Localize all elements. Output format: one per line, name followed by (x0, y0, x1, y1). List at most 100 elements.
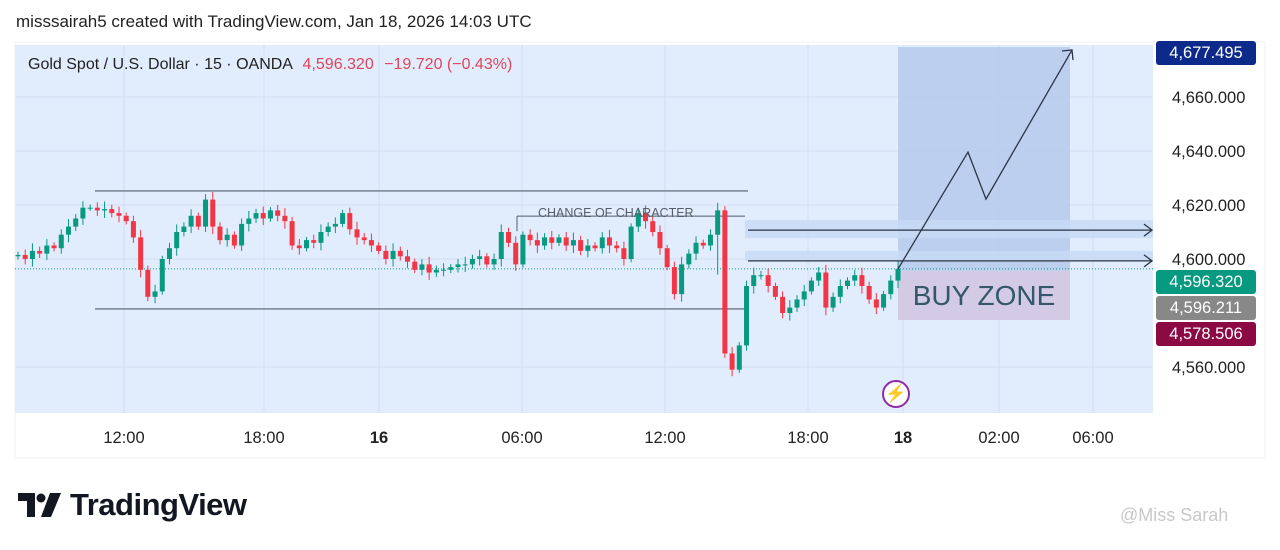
candle (888, 275, 894, 300)
candle-body (116, 213, 122, 216)
candle (592, 242, 598, 252)
candle-body (513, 242, 519, 265)
candle-body (73, 218, 79, 227)
candle (491, 253, 497, 270)
candle (599, 232, 605, 254)
candle (15, 251, 21, 260)
candle-body (657, 232, 663, 249)
candle (816, 267, 822, 286)
candle (469, 254, 475, 269)
candle (260, 206, 266, 225)
candle-body (679, 264, 685, 295)
candle-body (239, 223, 245, 246)
candle (643, 205, 649, 229)
candle (693, 236, 699, 261)
candle-body (744, 286, 750, 346)
candle-body (570, 240, 576, 246)
candle (765, 268, 771, 293)
candle-body (592, 245, 598, 249)
arrow-head-icon (1143, 254, 1154, 268)
candle-body (51, 245, 57, 249)
tradingview-logo[interactable]: TradingView (18, 487, 247, 523)
candle-body (448, 267, 454, 270)
candle (267, 207, 273, 222)
candle-body (260, 213, 266, 219)
candle (686, 249, 692, 269)
candle-body (304, 240, 310, 249)
candle-body (94, 207, 100, 211)
candle (174, 224, 180, 256)
candle (412, 258, 418, 274)
candle (585, 239, 591, 258)
candle-body (246, 218, 252, 224)
candle (325, 222, 331, 237)
candle (808, 277, 814, 295)
x-tick-label: 12:00 (103, 429, 144, 447)
candle-body (801, 291, 807, 300)
candle-body (37, 250, 43, 254)
candle (563, 232, 569, 251)
candle-body (837, 286, 843, 297)
candle-body (181, 226, 187, 232)
candle (578, 235, 584, 256)
candle (203, 194, 209, 232)
candle (520, 231, 526, 268)
candle-body (772, 286, 778, 297)
candle-body (469, 259, 475, 265)
candle-body (383, 250, 389, 259)
candle (340, 209, 346, 228)
candle-body (224, 234, 230, 241)
candle (534, 232, 540, 254)
candle-body (614, 245, 620, 249)
candle (94, 202, 100, 216)
candle (44, 239, 50, 261)
attribution: misssairah5 created with TradingView.com… (16, 12, 532, 31)
candle (455, 259, 461, 273)
candle-body (87, 207, 93, 209)
candle-body (549, 237, 555, 243)
candle-body (729, 353, 735, 370)
candle (109, 204, 115, 218)
candle-body (715, 210, 721, 235)
candle (354, 221, 360, 245)
candle-body (477, 256, 483, 259)
candle-body (318, 232, 324, 243)
price-label: 4,596.320 (1156, 270, 1256, 294)
candle (188, 209, 194, 234)
candle (102, 201, 108, 218)
candle-body (556, 237, 562, 243)
candle-body (816, 272, 822, 281)
candle-body (80, 207, 86, 219)
candle (477, 249, 483, 266)
candle-body (138, 237, 144, 270)
y-tick-label: 4,640.000 (1172, 143, 1245, 161)
candle (231, 231, 237, 249)
x-tick-label: 18:00 (787, 429, 828, 447)
candle-body (152, 291, 158, 297)
candle-body (700, 242, 706, 246)
candle (657, 225, 663, 255)
tv-logo-icon (18, 493, 61, 517)
candle-body (794, 299, 800, 308)
logo-text: TradingView (70, 487, 247, 522)
candle (239, 218, 245, 251)
candle (671, 261, 677, 300)
candle-body (491, 259, 497, 265)
candle-body (441, 269, 447, 271)
candle-body (722, 210, 728, 354)
price-label: 4,677.495 (1156, 41, 1256, 65)
candle-body (643, 213, 649, 222)
candle-body (188, 215, 194, 227)
candle-body (311, 240, 317, 243)
lightning-icon[interactable]: ⚡ (882, 380, 910, 408)
candle-body (332, 223, 338, 227)
candle (376, 242, 382, 255)
candle (282, 208, 288, 229)
y-tick-label: 4,560.000 (1172, 359, 1245, 377)
candle-body (780, 296, 786, 313)
candle-body (578, 240, 584, 251)
price-change: −19.720 (−0.43%) (384, 56, 513, 73)
candle-body (873, 299, 879, 308)
candle (758, 270, 764, 280)
